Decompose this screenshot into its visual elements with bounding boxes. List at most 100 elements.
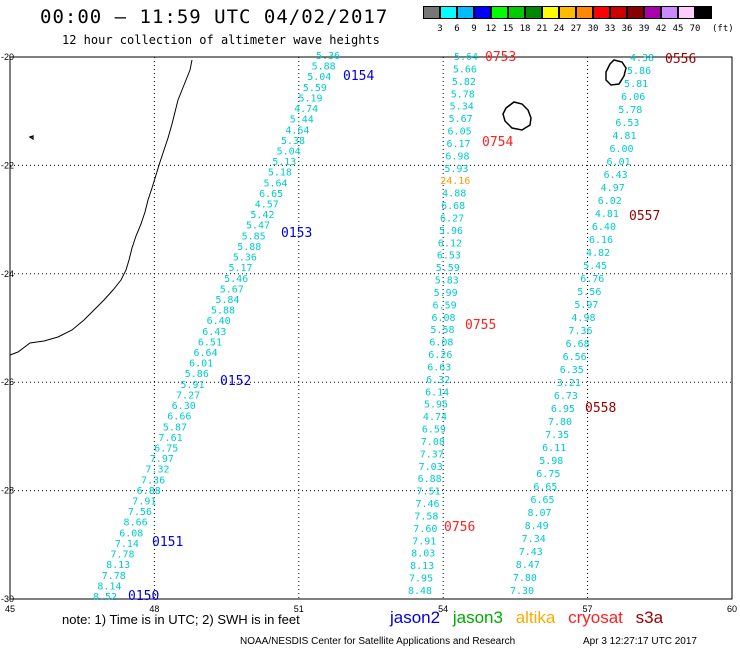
swh-value: 6.43 (202, 327, 226, 338)
swh-value: 6.53 (615, 118, 639, 129)
scale-swatch (542, 6, 559, 19)
swh-value: 8.03 (411, 549, 435, 560)
swh-value: 4.88 (442, 189, 466, 200)
swh-value: 5.56 (577, 287, 601, 298)
graticule (10, 57, 732, 599)
swh-value: 5.88 (237, 242, 261, 253)
swh-value: 6.06 (621, 92, 645, 103)
lon-tick-label: 45 (5, 604, 15, 614)
swh-value: 5.58 (430, 325, 454, 336)
swh-value: 7.32 (145, 465, 169, 476)
swh-value: 7.30 (510, 586, 534, 597)
swh-value: 8.66 (124, 518, 148, 529)
legend-jason3: jason3 (452, 608, 503, 627)
swh-value: 7.51 (417, 487, 441, 498)
swh-value: 5.83 (435, 276, 459, 287)
swh-value: 6.40 (207, 316, 231, 327)
swh-value: 8.07 (528, 508, 552, 519)
swh-value: 4.98 (571, 313, 595, 324)
swh-value: 4.97 (601, 183, 625, 194)
swh-value: 5.93 (444, 164, 468, 175)
swh-value: 8.52 (93, 592, 117, 603)
swh-value: 6.01 (607, 157, 631, 168)
swh-value: 8.13 (106, 560, 130, 571)
scale-label: 21 (536, 24, 548, 34)
swh-value: 6.63 (427, 362, 451, 373)
scale-label: 36 (621, 24, 633, 34)
swh-value: 6.66 (167, 412, 191, 423)
swh-value: 6.68 (566, 339, 590, 350)
swh-value: 7.35 (545, 430, 569, 441)
swh-value: 6.30 (172, 401, 196, 412)
lat-tick-label: -26 (1, 377, 14, 387)
lat-tick-label: -22 (1, 160, 14, 170)
satellite-legend: jason2 jason3 altika cryosat s3a (390, 608, 671, 628)
swh-value: 5.46 (224, 274, 248, 285)
swh-value: 5.04 (277, 146, 301, 157)
scale-swatch (559, 6, 576, 19)
pass-label: 0151 (152, 535, 183, 550)
pass-label: 0150 (128, 589, 159, 604)
mauritius-coast (605, 59, 627, 86)
swh-value: 5.42 (250, 210, 274, 221)
lon-tick-label: 48 (149, 604, 159, 614)
scale-swatch (440, 6, 457, 19)
pass-label: 0153 (281, 226, 312, 241)
pass-label: 0756 (444, 520, 475, 535)
swh-value: 4.82 (586, 248, 610, 259)
swh-value: 5.45 (583, 261, 607, 272)
legend-cryosat: cryosat (568, 608, 623, 627)
swh-value: 7.36 (141, 475, 165, 486)
swh-value: 5.82 (452, 77, 476, 88)
swh-value: 6.32 (426, 375, 450, 386)
swh-values: 5.365.885.045.595.194.745.444.645.385.04… (93, 51, 654, 603)
swh-value: 5.86 (185, 369, 209, 380)
swh-value: 5.64 (454, 52, 478, 63)
scale-label: 3 (437, 24, 443, 34)
swh-value: 6.11 (542, 443, 566, 454)
lon-tick-label: 57 (583, 604, 593, 614)
lon-tick-label: 60 (727, 604, 737, 614)
swh-value: 5.47 (246, 221, 270, 232)
swh-value: 6.65 (259, 189, 283, 200)
scale-label: 70 (689, 24, 701, 34)
swh-value: 4.74 (294, 104, 318, 115)
swh-value: 6.76 (580, 274, 604, 285)
swh-value: 6.59 (433, 300, 457, 311)
swh-value: 6.27 (440, 213, 464, 224)
pass-labels: 0154 0153 0152 0151 0150 0753 0754 0755 0756 0556… (128, 50, 696, 604)
swh-value: 5.88 (312, 62, 336, 73)
scale-swatch (423, 6, 440, 19)
pass-label: 0152 (220, 374, 251, 389)
map-frame (9, 56, 733, 600)
scale-label: 6 (454, 24, 460, 34)
swh-value: 5.67 (449, 114, 473, 125)
swh-value: 6.00 (609, 144, 633, 155)
pass-label: 0556 (665, 52, 696, 67)
scale-label: 45 (672, 24, 684, 34)
scale-swatch (644, 6, 661, 19)
pass-label: 0154 (343, 69, 374, 84)
pass-label: 0558 (585, 401, 616, 416)
scale-swatch (610, 6, 627, 19)
swh-value: 6.40 (592, 222, 616, 233)
swh-value: 6.59 (422, 425, 446, 436)
swh-value: 7.37 (420, 449, 444, 460)
scale-label: 27 (570, 24, 582, 34)
swh-value: 7.80 (513, 573, 537, 584)
scale-label: 33 (604, 24, 616, 34)
swh-value: 6.08 (429, 338, 453, 349)
swh-value: 6.14 (425, 387, 449, 398)
scale-swatch (491, 6, 508, 19)
swh-value: 5.99 (434, 288, 458, 299)
credit-line: NOAA/NESDIS Center for Satellite Applica… (240, 636, 516, 647)
scale-swatch (695, 6, 712, 19)
scale-swatch (661, 6, 678, 19)
swh-value: 6.08 (431, 313, 455, 324)
swh-value: 5.96 (439, 226, 463, 237)
scale-swatch (593, 6, 610, 19)
lat-tick-label: -28 (1, 486, 14, 496)
scale-label: 39 (638, 24, 650, 34)
swh-value: 6.65 (533, 482, 557, 493)
swh-value: 5.78 (618, 105, 642, 116)
